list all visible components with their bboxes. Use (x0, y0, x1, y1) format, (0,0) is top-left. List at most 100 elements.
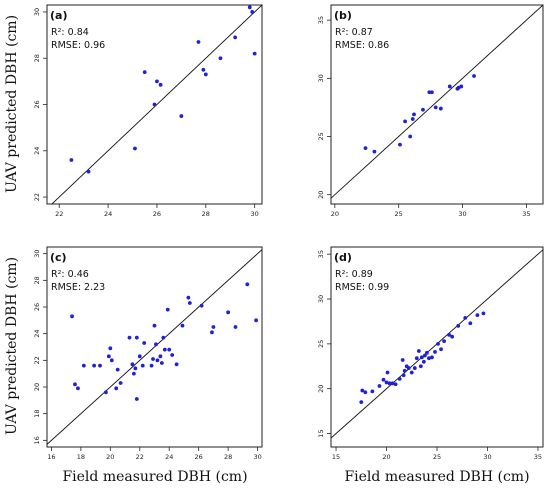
x-tick-label: 25 (433, 453, 441, 461)
data-point (416, 349, 421, 353)
x-axis-label: Field measured DBH (cm) (62, 469, 247, 485)
data-point (433, 105, 438, 110)
data-point (250, 10, 255, 14)
x-tick-label: 30 (458, 210, 466, 218)
plot-frame (46, 246, 263, 448)
data-point (418, 364, 423, 369)
x-tick-label: 16 (47, 453, 55, 461)
data-point (472, 74, 476, 78)
x-tick-label: 18 (77, 453, 85, 461)
data-point (468, 321, 473, 326)
x-tick-label: 28 (202, 210, 210, 218)
x-tick-label: 25 (395, 210, 403, 218)
data-point (108, 346, 113, 351)
y-tick-label: 30 (317, 74, 325, 82)
data-point (73, 382, 77, 387)
y-tick-label: 30 (317, 295, 325, 303)
data-point (140, 363, 145, 368)
data-point (180, 323, 185, 328)
data-point (360, 388, 365, 393)
data-point (254, 318, 259, 323)
data-point (114, 386, 119, 391)
y-tick-label: 30 (33, 8, 41, 16)
data-point (151, 357, 155, 361)
data-point (359, 400, 364, 405)
data-point (167, 347, 172, 352)
x-tick-label: 30 (253, 453, 261, 461)
y-tick-label: 20 (317, 385, 325, 393)
one-to-one-line (47, 249, 262, 445)
x-tick-label: 20 (382, 453, 390, 461)
data-point (430, 355, 434, 360)
x-tick-label: 26 (195, 453, 203, 461)
data-point (130, 362, 135, 367)
x-tick-label: 35 (522, 210, 530, 218)
y-tick-label: 25 (317, 340, 325, 348)
panel-b: 20 25 30 35 20 25 30 35 (b) R²: 0.87 RMSE: 0.86 (317, 4, 544, 218)
data-point (186, 295, 191, 300)
one-to-one-line (51, 5, 262, 204)
x-tick-label: 22 (136, 453, 144, 461)
data-point (410, 117, 415, 121)
y-tick-label: 22 (33, 193, 41, 201)
y-tick-label: 24 (33, 330, 41, 338)
plot-frame (330, 4, 544, 205)
rmse-label: RMSE: 2.23 (51, 282, 105, 293)
one-to-one-line (331, 5, 543, 199)
panel-d: 15 20 25 30 35 15 20 25 30 35 (d) R²: 0.89 RMSE: 0.9… (317, 246, 544, 485)
data-point (436, 341, 440, 346)
data-point (104, 390, 108, 395)
data-point (247, 5, 252, 10)
data-point (372, 149, 377, 154)
data-point (98, 363, 102, 368)
data-point (109, 358, 114, 363)
x-tick-label: 20 (331, 210, 339, 218)
data-point (363, 146, 368, 151)
x-tick-label: 26 (153, 210, 161, 218)
panel-a: 22 24 26 28 30 22 24 26 28 30 (a) R²: 0.84 RMSE: 0.9… (4, 4, 263, 218)
data-point (92, 363, 97, 368)
data-point (252, 51, 257, 56)
data-point (106, 354, 111, 359)
data-point (127, 335, 132, 340)
data-point (174, 362, 179, 367)
data-point (459, 84, 464, 89)
y-tick-label: 28 (33, 276, 41, 284)
data-point (397, 376, 402, 381)
data-point (377, 384, 382, 388)
data-point (142, 70, 147, 75)
y-tick-label: 22 (33, 356, 41, 364)
data-point (158, 354, 163, 359)
data-point (170, 353, 175, 357)
data-point (226, 310, 231, 315)
data-point (152, 323, 157, 328)
data-point (427, 356, 431, 361)
x-axis-label: Field measured DBH (cm) (344, 469, 529, 485)
panel-label: (d) (334, 251, 352, 264)
data-point (201, 67, 206, 72)
data-point (211, 325, 216, 329)
data-point (439, 347, 443, 352)
data-point (199, 303, 204, 308)
x-tick-label: 24 (165, 453, 173, 461)
y-tick-label: 20 (33, 383, 41, 391)
data-point (425, 350, 429, 355)
data-point (414, 356, 419, 361)
y-tick-label: 24 (33, 147, 41, 155)
data-point (475, 313, 480, 318)
data-point (400, 358, 405, 362)
data-point (142, 341, 147, 345)
data-point (233, 35, 238, 40)
y-tick-label: 35 (317, 250, 325, 258)
data-point (447, 84, 452, 89)
rmse-label: RMSE: 0.96 (51, 40, 105, 51)
data-point (134, 397, 139, 401)
data-point (450, 334, 455, 339)
x-tick-label: 28 (224, 453, 232, 461)
x-tick-label: 20 (106, 453, 114, 461)
data-point (393, 382, 398, 387)
x-tick-label: 30 (483, 453, 491, 461)
r-squared-label: R²: 0.84 (51, 27, 89, 38)
data-point (438, 106, 443, 111)
data-point (456, 324, 461, 328)
